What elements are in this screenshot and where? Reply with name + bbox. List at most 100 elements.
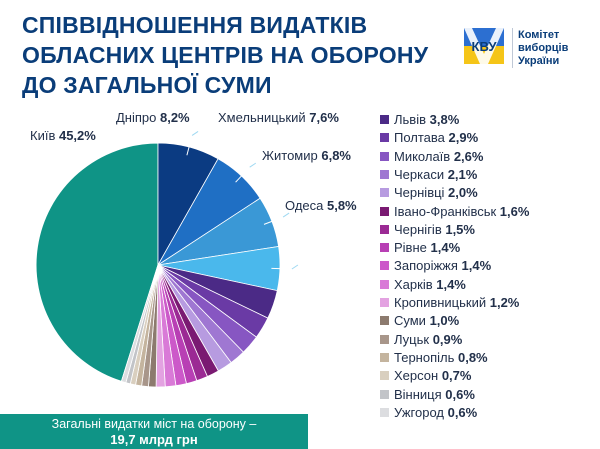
legend-label-value: 1,2% xyxy=(489,295,520,310)
pie-slice-Ужгород xyxy=(120,264,159,384)
legend-swatch xyxy=(380,371,389,381)
legend-swatch xyxy=(380,243,389,253)
legend-label-name: Чернівці xyxy=(394,185,449,201)
legend-label-value: 0,6% xyxy=(445,386,475,402)
legend-label-value: 1,4% xyxy=(461,258,492,274)
chart-title-line: Співвідношення видатків xyxy=(22,12,368,38)
legend-swatch xyxy=(380,169,389,179)
chart-title-line: до загальної суми xyxy=(22,72,272,98)
legend-label: Херсон 0,7% xyxy=(394,368,471,384)
legend-label-name: Черкаси xyxy=(394,166,448,182)
legend-swatch xyxy=(380,151,389,161)
legend-label-name: Суми xyxy=(394,313,430,329)
legend-label: Миколаїв 2,6% xyxy=(394,149,483,165)
pie-label-name: Хмельницький xyxy=(218,110,309,125)
legend-label-name: Запоріжжя xyxy=(394,258,462,274)
pie-label-value: 5,8% xyxy=(327,198,357,213)
pie-leader-line xyxy=(271,267,292,270)
organization-logo: КВУ Комітет виборців України xyxy=(462,24,592,74)
legend-label-name: Полтава xyxy=(394,130,449,146)
legend-label: Кропивницький 1,2% xyxy=(394,295,519,311)
legend-label: Чернігів 1,5% xyxy=(394,222,475,238)
legend-label-name: Вінниця xyxy=(394,386,446,402)
total-spending-caption: Загальні видатки міст на оборону – xyxy=(51,417,257,431)
legend-swatch xyxy=(380,261,389,271)
chart-title-line: обласних центрів на оборону xyxy=(22,42,429,68)
pie-label-value: 8,2% xyxy=(160,110,190,125)
pie-label-value: 7,6% xyxy=(309,110,339,125)
pie-leader-line xyxy=(235,166,251,183)
pie-leader-line xyxy=(263,216,284,225)
pie-leader-line xyxy=(186,135,193,156)
organization-name-line: виборців xyxy=(518,42,569,54)
pie-label-Дніпро: Дніпро 8,2% xyxy=(116,110,190,125)
legend-swatch xyxy=(380,188,389,198)
total-spending-value: 19,7 млрд грн xyxy=(110,432,198,447)
legend-label-value: 0,9% xyxy=(432,331,463,347)
legend-swatch xyxy=(380,298,389,307)
pie-label-Київ: Київ 45,2% xyxy=(30,128,96,143)
pie-label-name: Дніпро xyxy=(116,110,160,125)
legend-swatch xyxy=(380,352,389,362)
legend-label-value: 2,6% xyxy=(453,148,484,164)
legend-label: Черкаси 2,1% xyxy=(394,167,477,183)
legend-label-name: Львів xyxy=(394,112,430,127)
organization-name: Комітет виборців України xyxy=(518,29,598,68)
legend-label-value: 1,4% xyxy=(436,276,466,292)
pie-label-Житомир: Житомир 6,8% xyxy=(262,148,351,163)
legend-swatch xyxy=(380,133,389,143)
total-spending-banner: Загальні видатки міст на оборону – 19,7 … xyxy=(0,414,308,449)
legend-label-name: Івано-Франківськ xyxy=(394,203,500,219)
legend-label: Суми 1,0% xyxy=(394,313,459,329)
legend-label: Вінниця 0,6% xyxy=(394,387,475,403)
legend-swatch xyxy=(380,206,389,216)
legend-label-value: 2,1% xyxy=(447,166,478,182)
pie-label-value: 45,2% xyxy=(59,128,96,143)
legend-label: Рівне 1,4% xyxy=(394,240,460,256)
legend-swatch xyxy=(380,389,389,399)
legend-label: Ужгород 0,6% xyxy=(394,405,477,421)
legend-label-value: 2,9% xyxy=(448,130,479,146)
pie-slice-Київ xyxy=(35,142,159,383)
legend-label: Луцьк 0,9% xyxy=(394,332,462,348)
legend-swatch xyxy=(380,407,389,417)
legend-label-name: Кропивницький xyxy=(394,295,490,310)
legend-label-value: 0,6% xyxy=(447,404,478,420)
legend-label-value: 1,4% xyxy=(430,240,461,256)
legend-swatch xyxy=(380,334,389,344)
legend-label: Івано-Франківськ 1,6% xyxy=(394,204,529,220)
legend-label-name: Ужгород xyxy=(394,404,448,420)
legend-label-value: 1,6% xyxy=(499,203,530,219)
organization-name-line: Комітет xyxy=(518,29,560,41)
pie-leader-line xyxy=(191,130,199,136)
legend-label-value: 0,7% xyxy=(441,368,472,384)
legend-swatch xyxy=(380,224,389,234)
legend-label: Запоріжжя 1,4% xyxy=(394,258,491,274)
legend-label-value: 1,5% xyxy=(445,221,475,237)
legend-label-value: 1,0% xyxy=(429,313,460,329)
logo-mark-text: КВУ xyxy=(472,39,498,54)
legend-swatch xyxy=(380,316,389,326)
legend-label-name: Харків xyxy=(394,276,437,292)
legend-label-name: Херсон xyxy=(394,368,442,384)
legend-label-value: 2,0% xyxy=(448,185,478,201)
pie-label-value: 6,8% xyxy=(321,148,351,163)
legend-swatch xyxy=(380,279,389,289)
legend-label: Чернівці 2,0% xyxy=(394,185,478,201)
organization-name-line: України xyxy=(518,55,560,67)
legend-label-name: Чернігів xyxy=(394,221,446,237)
legend-label: Харків 1,4% xyxy=(394,277,466,293)
legend-label-name: Рівне xyxy=(394,240,431,256)
chart-title: Співвідношення видатків обласних центрів… xyxy=(22,10,442,100)
legend-swatch xyxy=(380,115,389,124)
legend-label-value: 0,8% xyxy=(457,349,488,365)
legend-label-name: Миколаїв xyxy=(394,148,454,164)
legend-label-name: Луцьк xyxy=(394,331,433,347)
pie-label-name: Житомир xyxy=(262,148,321,163)
legend-label: Полтава 2,9% xyxy=(394,130,478,146)
pie-leader-line xyxy=(282,212,290,218)
logo-divider xyxy=(512,28,513,68)
legend-label: Тернопіль 0,8% xyxy=(394,350,488,366)
pie-leader-line xyxy=(249,162,256,168)
